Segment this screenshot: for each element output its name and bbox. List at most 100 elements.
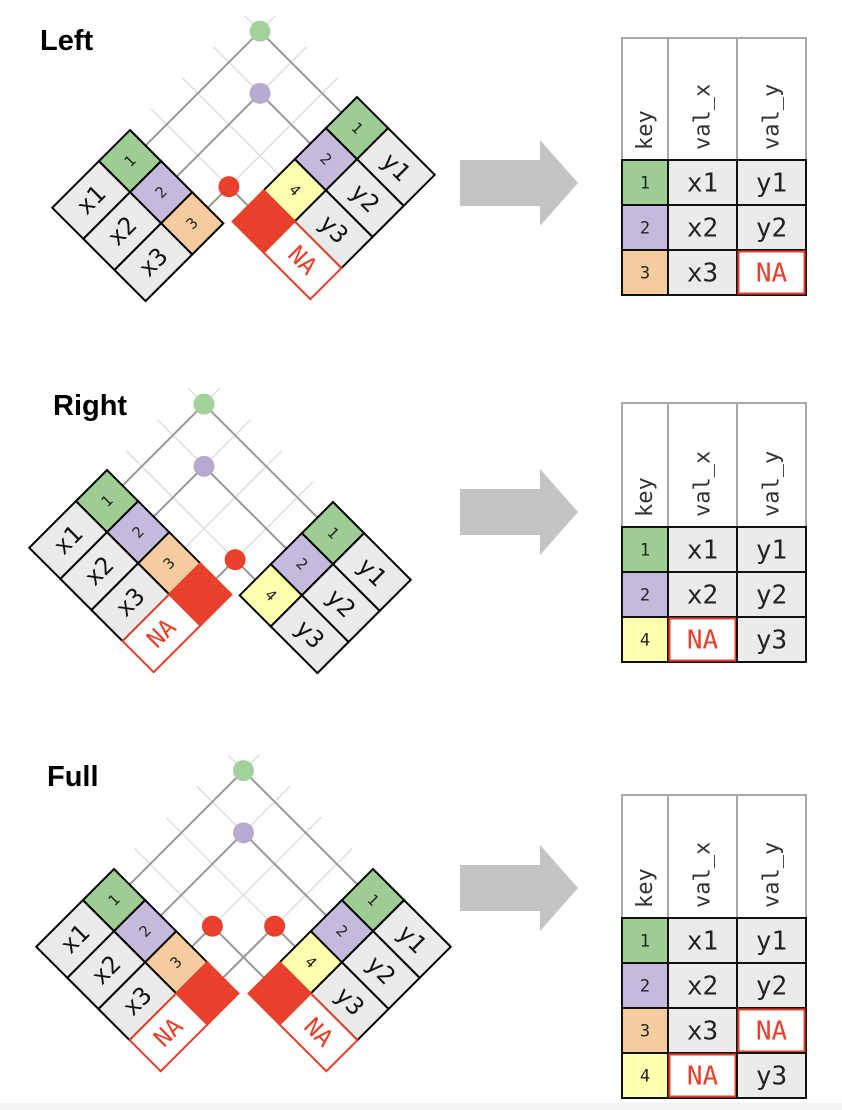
result-cell [667,1052,738,1099]
result-value: x1 [687,536,718,566]
result-table: key val_x val_y 1 x1 y1 2 x2 y2 3 x3 NA [621,37,807,296]
result-key: 2 [640,219,650,239]
dot_purple-match-dot [233,822,254,844]
result-cell [667,616,738,663]
result-value: y3 [756,1062,787,1092]
result-cell [667,571,738,618]
result-cell [621,526,669,573]
column-header: val_y [760,451,785,517]
result-value: NA [687,626,719,656]
column-header: val_y [760,84,785,150]
result-value: y1 [756,169,787,199]
result-cell [621,616,669,663]
result-cell [621,1052,669,1099]
result-table: key val_x val_y 1 x1 y1 2 x2 y2 3 x3 NA 4 NA y3 [621,794,807,1099]
result-cell [621,1007,669,1054]
missing-value-cell [128,992,209,1073]
missing-outline [737,250,806,295]
header-cell [621,37,669,161]
match-line [144,29,343,147]
result-value: y1 [756,536,787,566]
result-key: 1 [640,174,650,194]
result-cell [667,249,738,296]
bottom-strip [0,1103,842,1110]
result-cell [621,159,669,206]
title-left: Left [40,25,94,57]
result-value: y2 [756,214,787,244]
missing-outline [668,617,737,662]
result-value: y1 [756,927,787,957]
result-value: x2 [687,214,718,244]
header-cell [667,794,738,919]
dot_red-match-dot [218,176,240,198]
result-cell [736,962,807,1009]
result-value: x3 [687,1017,718,1047]
match-line [159,831,328,917]
dot_purple-match-dot [193,455,215,477]
result-value: y2 [756,581,787,611]
value-cell [269,593,350,675]
result-cell [736,1052,807,1099]
match-line [121,402,319,519]
missing-value-cell [278,992,359,1073]
result-key: 2 [640,586,650,606]
missing-outline [668,1053,737,1098]
column-header: key [633,110,658,150]
result-value: x1 [687,169,718,199]
result-key: 3 [640,264,650,284]
result-cell [621,249,669,296]
arrow-icon [460,845,578,931]
left-table: 1x1 2x2 3x3 [50,128,225,303]
result-cell [736,159,807,206]
missing-outline [737,1008,806,1053]
result-cell [736,571,807,618]
header-cell [621,794,669,919]
result-key: 1 [640,932,650,952]
dot_green-match-dot [193,393,215,415]
result-key: 3 [640,1022,650,1042]
dot_red-match-dot [264,915,286,937]
column-header: val_x [691,84,716,150]
missing-value-cell [121,593,202,674]
result-value: x3 [687,259,718,289]
missing-value-cell [262,220,343,301]
result-value: NA [687,1062,719,1092]
result-cell [736,1007,807,1054]
result-value: x1 [687,927,718,957]
column-header: val_y [760,842,785,908]
result-cell [736,249,807,296]
header-cell [736,402,807,528]
dot_red-match-dot [201,915,223,937]
dot_green-match-dot [233,760,254,782]
title-right: Right [53,390,127,422]
arrow-icon [460,469,578,555]
result-key: 2 [640,977,650,997]
result-key: 1 [640,541,650,561]
result-cell [667,526,738,573]
column-header: key [633,868,658,908]
dot_purple-match-dot [249,82,271,104]
result-value: x2 [687,972,718,1002]
column-header: val_x [691,842,716,908]
result-value: NA [756,259,788,289]
column-header: key [633,477,658,517]
result-value: x2 [687,581,718,611]
result-key: 4 [640,1067,650,1087]
result-key: 4 [640,631,650,651]
result-value: NA [756,1017,788,1047]
arrow-icon [460,140,578,226]
dot_red-match-dot [224,549,246,571]
title-full: Full [47,761,99,793]
result-cell [736,616,807,663]
result-value: y3 [756,626,787,656]
result-value: y2 [756,972,787,1002]
column-header: val_x [691,451,716,517]
dot_green-match-dot [249,20,271,42]
